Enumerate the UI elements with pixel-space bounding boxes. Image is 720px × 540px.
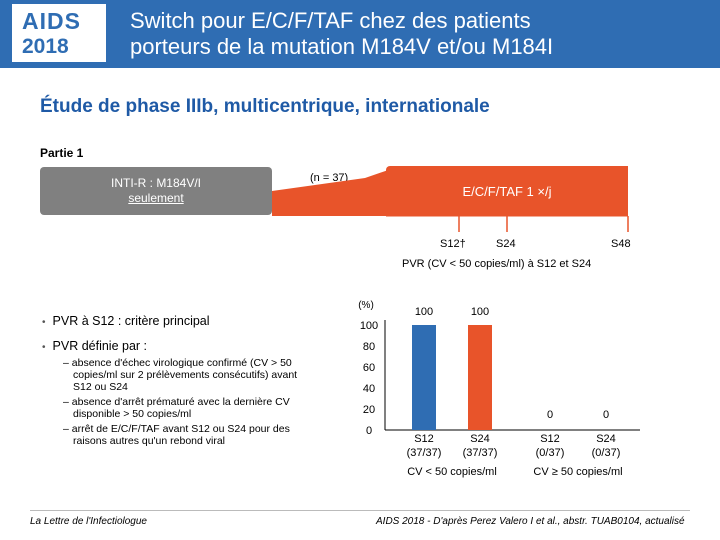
footer-divider	[30, 510, 690, 511]
logo-text-year: 2018	[22, 35, 69, 58]
title-line-1: Switch pour E/C/F/TAF chez des patients	[130, 8, 531, 33]
bar	[468, 325, 492, 430]
bar-count-label: (37/37)	[463, 447, 498, 459]
chart-unit-label: (%)	[358, 300, 374, 311]
criteria-list: PVR à S12 : critère principal PVR défini…	[42, 314, 312, 450]
definition-sub-item-2: absence d'arrêt prématuré avec la derniè…	[58, 396, 312, 420]
definition-bullet: PVR définie par :	[42, 339, 312, 353]
y-tick-label: 0	[366, 425, 372, 437]
inclusion-group-box: INTI-R : M184V/I seulement	[40, 167, 272, 215]
inclusion-group-line-2: seulement	[128, 191, 184, 205]
partie-label: Partie 1	[40, 146, 84, 160]
bar-category-label: S12	[414, 433, 434, 445]
footer-reference: AIDS 2018 - D'après Perez Valero I et al…	[376, 516, 685, 527]
timepoint-label-s48: S48	[611, 238, 631, 250]
bar-category-label: S24	[596, 433, 616, 445]
bar-category-label: S24	[470, 433, 490, 445]
definition-sub-item-3: arrêt de E/C/F/TAF avant S12 ou S24 pour…	[58, 423, 312, 447]
group-label: CV ≥ 50 copies/ml	[533, 466, 622, 478]
definition-sub-item-1: absence d'échec virologique confirmé (CV…	[58, 357, 312, 393]
y-tick-label: 100	[360, 320, 378, 332]
bar-value-label: 0	[547, 409, 553, 421]
bar-count-label: (37/37)	[407, 447, 442, 459]
bar-value-label: 100	[415, 306, 433, 318]
study-subtitle: Étude de phase IIIb, multicentrique, int…	[40, 96, 490, 117]
treatment-label: E/C/F/TAF 1 ×/j	[463, 184, 552, 199]
y-tick-label: 80	[363, 341, 375, 353]
inclusion-group-text: INTI-R : M184V/I seulement	[40, 176, 272, 206]
title-line-2: porteurs de la mutation M184V et/ou M184…	[130, 34, 554, 59]
bar-value-label: 100	[471, 306, 489, 318]
bar-count-label: (0/37)	[536, 447, 565, 459]
timepoint-label-s24: S24	[496, 238, 516, 250]
header-banner: AIDS 2018 Switch pour E/C/F/TAF chez des…	[0, 0, 720, 68]
bar-value-label: 0	[603, 409, 609, 421]
conference-logo: AIDS 2018	[12, 4, 106, 62]
y-tick-label: 60	[363, 362, 375, 374]
sample-size-label: (n = 37)	[310, 172, 349, 184]
y-tick-label: 20	[363, 404, 375, 416]
slide-title: Switch pour E/C/F/TAF chez des patients …	[130, 8, 553, 60]
bar-category-label: S12	[540, 433, 560, 445]
pvr-caption: PVR (CV < 50 copies/ml) à S12 et S24	[402, 258, 592, 270]
logo-text-aids: AIDS	[22, 8, 81, 34]
bar	[412, 325, 436, 430]
y-tick-label: 40	[363, 383, 375, 395]
group-label: CV < 50 copies/ml	[407, 466, 497, 478]
inclusion-group-line-1: INTI-R : M184V/I	[110, 176, 202, 190]
bar-count-label: (0/37)	[592, 447, 621, 459]
footer-source: La Lettre de l'Infectiologue	[30, 516, 147, 527]
treatment-box	[386, 166, 628, 216]
primary-endpoint-bullet: PVR à S12 : critère principal	[42, 314, 312, 328]
timepoint-label-s12: S12†	[440, 238, 466, 250]
